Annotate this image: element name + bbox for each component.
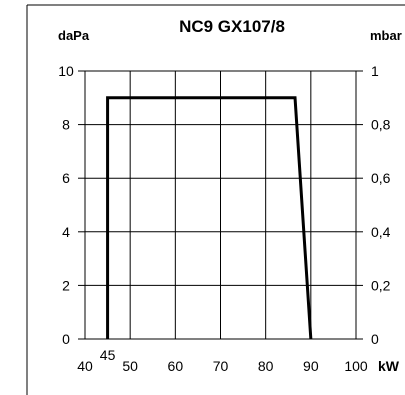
y-tick-label-right: 0 — [371, 331, 379, 347]
y-axis-left-label: daPa — [58, 28, 90, 43]
x-tick-label: 40 — [77, 358, 93, 374]
y-axis-right-label: mbar — [370, 28, 402, 43]
y-tick-label-right: 0,8 — [371, 117, 391, 133]
x-tick-label: 50 — [122, 358, 138, 374]
y-tick-label-left: 6 — [62, 170, 70, 186]
series-line — [106, 96, 313, 340]
x-tick-label: 100 — [344, 358, 368, 374]
chart-title: NC9 GX107/8 — [179, 17, 285, 36]
grid — [78, 70, 363, 340]
y-tick-label-right: 0,2 — [371, 277, 391, 293]
x-tick-label: 80 — [258, 358, 274, 374]
series-layer — [106, 96, 313, 340]
x-tick-label: 70 — [213, 358, 229, 374]
y-tick-label-left: 8 — [62, 117, 70, 133]
x-tick-label-45: 45 — [100, 347, 116, 363]
y-tick-label-right: 1 — [371, 63, 379, 79]
y-tick-label-left: 10 — [58, 63, 74, 79]
x-tick-label: 90 — [303, 358, 319, 374]
x-tick-label: 60 — [168, 358, 184, 374]
y-tick-label-left: 0 — [62, 331, 70, 347]
y-tick-label-left: 2 — [62, 277, 70, 293]
y-tick-label-left: 4 — [62, 224, 70, 240]
y-tick-label-right: 0,4 — [371, 224, 391, 240]
x-axis-label: kW — [378, 358, 400, 374]
y-tick-label-right: 0,6 — [371, 170, 391, 186]
